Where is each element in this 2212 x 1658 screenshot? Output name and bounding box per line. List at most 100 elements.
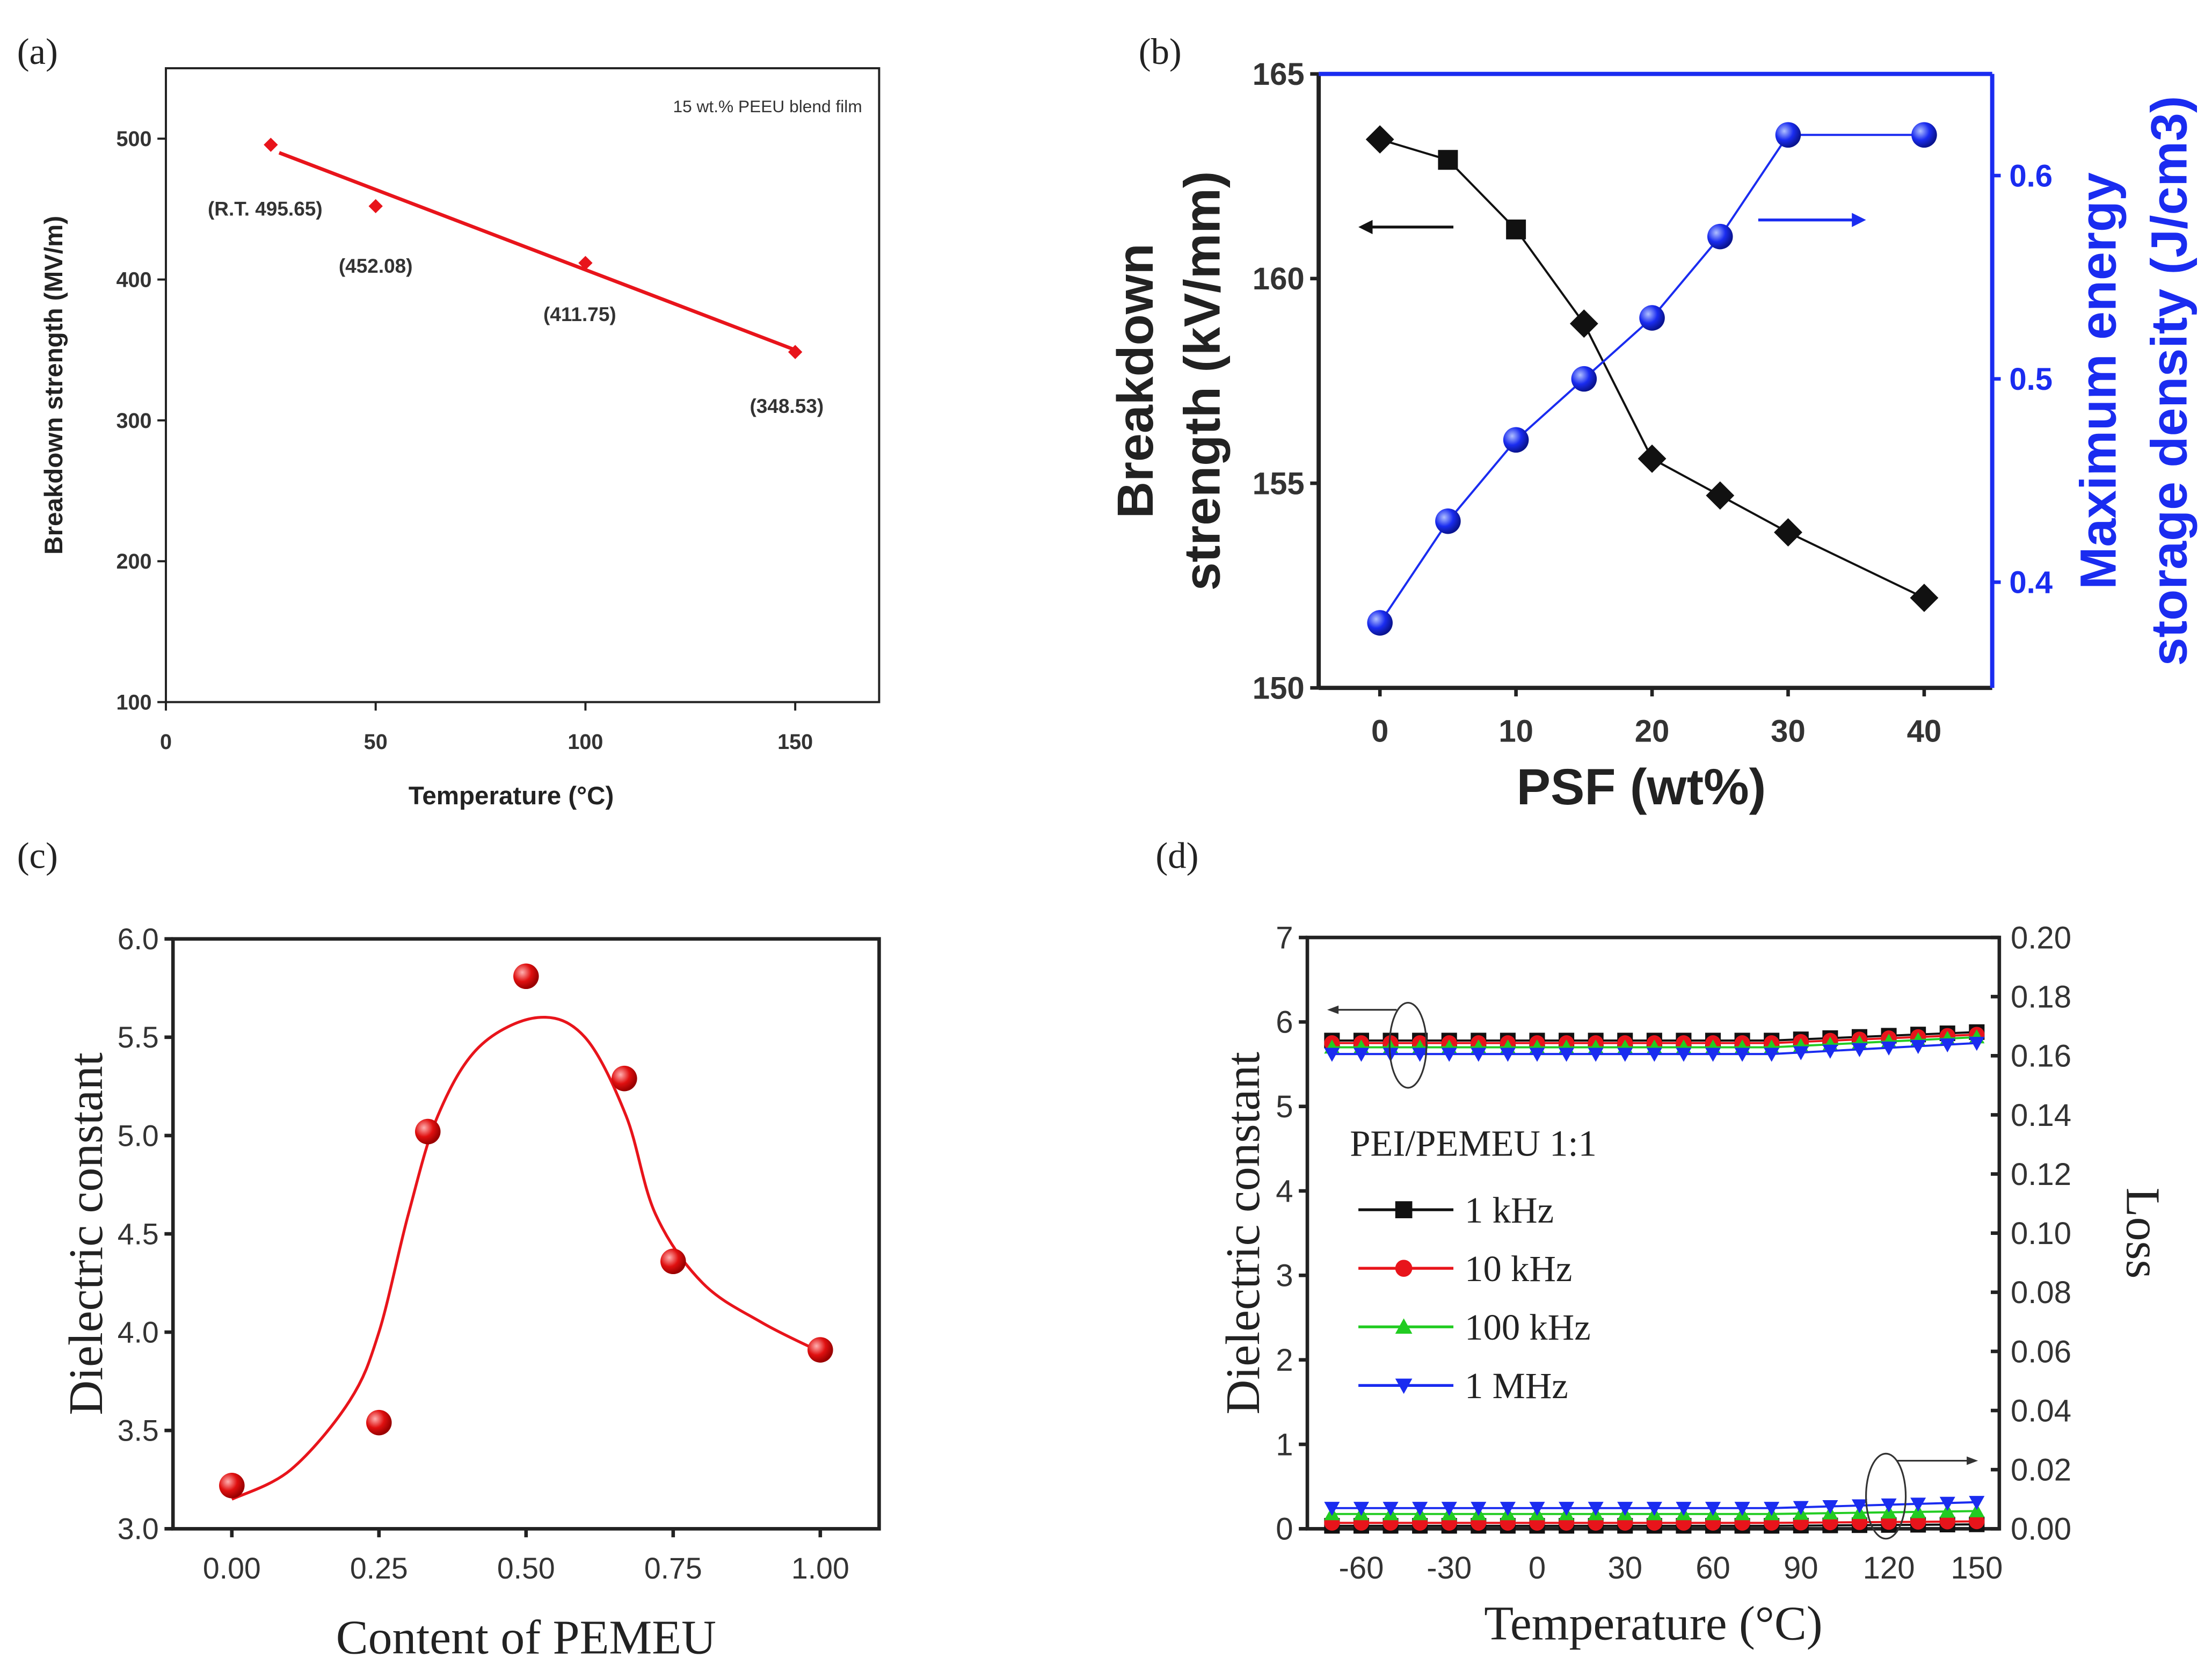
x-tick-label: 0.00 <box>203 1552 261 1585</box>
x-axis-title: PSF (wt%) <box>1517 759 1766 816</box>
eps-data-point <box>1705 1048 1721 1062</box>
data-point <box>612 1065 637 1092</box>
loss-data-point <box>1412 1502 1428 1516</box>
y2-tick-label: 0.06 <box>2011 1334 2071 1369</box>
y-tick-label: 5.0 <box>118 1119 159 1152</box>
data-point <box>1910 584 1939 612</box>
data-point <box>1571 366 1597 392</box>
y-tick-label: 155 <box>1253 466 1305 501</box>
y-tick-label: 300 <box>116 409 151 433</box>
x-tick-label: 0 <box>160 730 172 754</box>
y-tick-label: 400 <box>116 268 151 292</box>
data-point <box>1639 305 1665 331</box>
series-line <box>1379 134 1924 624</box>
x-tick-label: 30 <box>1771 714 1806 749</box>
y-tick-label: 150 <box>1253 671 1305 706</box>
panel-label: (a) <box>17 31 58 72</box>
loss-data-point <box>1646 1502 1662 1516</box>
y-tick-label: 6 <box>1276 1005 1293 1040</box>
data-point <box>1707 223 1733 250</box>
y2-tick-label: 0.20 <box>2011 920 2071 955</box>
x-tick-label: 10 <box>1498 714 1533 749</box>
x-axis-title: Temperature (°C) <box>1484 1597 1822 1650</box>
y-tick-label: 3.5 <box>118 1414 159 1448</box>
y-tick-label: 160 <box>1253 261 1305 296</box>
legend-marker <box>1395 1378 1413 1394</box>
y-axis-title-line1: Breakdown <box>1107 243 1164 518</box>
x-tick-label: -60 <box>1338 1551 1384 1586</box>
x-tick-label: 90 <box>1784 1551 1818 1586</box>
eps-data-point <box>1881 1041 1897 1056</box>
data-point <box>1367 610 1393 636</box>
x-tick-label: 50 <box>364 730 388 754</box>
data-point <box>807 1337 833 1363</box>
data-point <box>219 1473 245 1499</box>
y-tick-label: 5 <box>1276 1089 1293 1124</box>
y2-tick-label: 0.08 <box>2011 1275 2071 1310</box>
y-tick-label: 200 <box>116 550 151 573</box>
loss-data-point <box>1471 1502 1487 1516</box>
y-tick-label: 500 <box>116 127 151 151</box>
panel-label: (c) <box>17 835 58 876</box>
data-point <box>1569 309 1598 338</box>
loss-data-point <box>1705 1502 1721 1516</box>
x-tick-label: 120 <box>1863 1551 1915 1586</box>
y2-tick-label: 0.02 <box>2011 1453 2071 1488</box>
y2-tick-label: 0.12 <box>2011 1157 2071 1192</box>
loss-data-point <box>1324 1502 1340 1516</box>
eps-data-point <box>1500 1048 1516 1062</box>
y-tick-label: 4 <box>1276 1174 1293 1209</box>
eps-data-point <box>1471 1048 1487 1062</box>
y-tick-label: 4.0 <box>118 1316 159 1349</box>
legend-marker <box>1395 1260 1413 1277</box>
loss-data-point <box>1969 1503 1985 1517</box>
y2-tick-label: 0.16 <box>2011 1039 2071 1074</box>
data-point <box>264 137 278 152</box>
y2-tick-label: 0.00 <box>2011 1512 2071 1547</box>
loss-data-point <box>1500 1502 1516 1516</box>
loss-data-point <box>1793 1501 1809 1515</box>
loss-data-point <box>1588 1502 1604 1516</box>
eps-data-point <box>1529 1048 1545 1062</box>
y-tick-label: 6.0 <box>118 922 159 956</box>
eps-data-point <box>1588 1048 1604 1062</box>
series-line <box>1379 138 1925 599</box>
eps-data-point <box>1441 1048 1457 1062</box>
arrow-right-head <box>1852 213 1866 227</box>
circle-annotation <box>1865 1452 1907 1540</box>
y-tick-label: 3 <box>1276 1259 1293 1293</box>
y-tick-label: 4.5 <box>118 1217 159 1250</box>
x-tick-label: 0.25 <box>350 1552 408 1585</box>
loss-data-point <box>1822 1500 1838 1515</box>
x-tick-label: 0 <box>1529 1551 1546 1586</box>
y-tick-label: 3.0 <box>118 1512 159 1546</box>
y-axis-title-line2: strength (kV/mm) <box>1174 171 1231 591</box>
eps-data-point <box>1646 1048 1662 1062</box>
data-point <box>1706 481 1735 510</box>
data-label: (411.75) <box>543 303 616 325</box>
x-tick-label: 0.75 <box>644 1552 702 1585</box>
data-point <box>1775 122 1801 148</box>
x-axis-title: Temperature (°C) <box>409 782 614 810</box>
y-tick-label: 7 <box>1276 920 1293 955</box>
loss-data-point <box>1676 1502 1692 1516</box>
y-tick-label: 5.5 <box>118 1021 159 1054</box>
circle-annotation <box>1388 1001 1428 1089</box>
eps-data-point <box>1939 1038 1955 1053</box>
loss-data-point <box>1764 1502 1780 1516</box>
legend-marker <box>1395 1201 1413 1218</box>
x-tick-label: 0.50 <box>497 1552 555 1585</box>
panel-label: (d) <box>1155 835 1198 876</box>
fit-line <box>278 151 796 352</box>
y2-tick-label: 0.5 <box>2009 362 2053 397</box>
eps-data-point <box>1910 1039 1926 1055</box>
loss-data-point <box>1939 1496 1955 1511</box>
x-tick-label: 1.00 <box>791 1552 849 1585</box>
data-point <box>513 963 539 990</box>
x-axis-title: Content of PEMEU <box>336 1611 716 1658</box>
loss-data-point <box>1441 1502 1457 1516</box>
x-tick-label: 30 <box>1607 1551 1642 1586</box>
annotation: 15 wt.% PEEU blend film <box>673 97 862 116</box>
legend-label: 100 kHz <box>1465 1307 1591 1348</box>
